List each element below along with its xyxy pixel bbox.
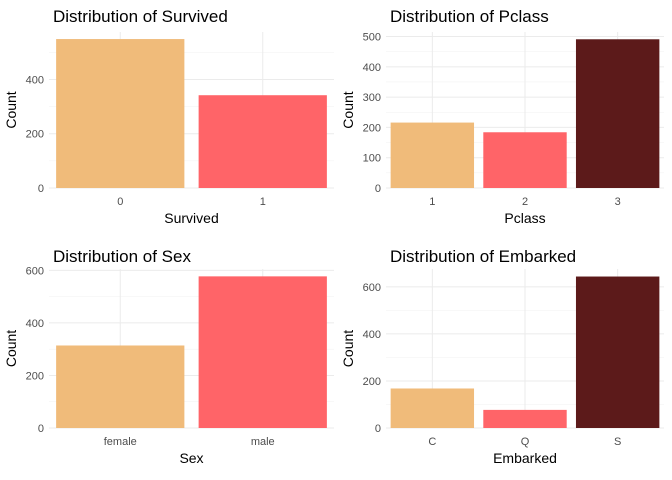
y-tick-label: 400 <box>363 62 381 74</box>
y-tick-label: 600 <box>363 282 381 294</box>
y-tick-label: 0 <box>38 423 44 435</box>
y-tick-label: 200 <box>26 129 44 141</box>
x-tick-label: S <box>614 436 621 448</box>
bar-2 <box>483 132 567 188</box>
bar-C <box>390 388 475 428</box>
y-axis-title: Count <box>340 91 356 128</box>
x-tick-label: male <box>251 436 275 448</box>
y-tick-label: 500 <box>363 32 381 44</box>
chart-title: Distribution of Embarked <box>390 247 576 266</box>
chart-panel-3: 0 200 400 600 female male Distribution of Sex S… <box>3 247 334 466</box>
x-tick-label: 2 <box>522 196 528 208</box>
chart-panel-2: 0 100 200 300 400 500 1 2 3 Distribution of Pclas… <box>340 7 664 226</box>
y-tick-label: 200 <box>363 376 381 388</box>
chart-title: Distribution of Pclass <box>390 7 549 26</box>
y-tick-label: 400 <box>26 74 44 86</box>
x-axis-title: Embarked <box>493 450 557 466</box>
chart-title: Distribution of Sex <box>53 247 191 266</box>
x-tick-label: 1 <box>260 196 266 208</box>
bar-0 <box>56 39 185 189</box>
y-tick-label: 0 <box>375 423 381 435</box>
chart-panel-4: 0 200 400 600 C Q S Distribution of Embarked Emb… <box>340 247 664 466</box>
y-tick-label: 200 <box>363 122 381 134</box>
bar-1 <box>198 95 327 188</box>
y-axis-title: Count <box>340 330 356 367</box>
x-axis-title: Sex <box>179 450 203 466</box>
bar-Q <box>483 409 567 428</box>
chart-panel-1: 0 200 400 0 1 Distribution of Survived Survive… <box>3 7 334 226</box>
x-tick-label: 0 <box>117 196 123 208</box>
y-tick-label: 200 <box>26 370 44 382</box>
bar-1 <box>390 122 475 188</box>
y-axis-title: Count <box>3 91 19 128</box>
bar-S <box>575 276 660 428</box>
y-tick-label: 100 <box>363 153 381 165</box>
bar-female <box>56 345 185 428</box>
chart-title: Distribution of Survived <box>53 7 228 26</box>
x-tick-label: Q <box>521 436 530 448</box>
y-tick-label: 400 <box>363 329 381 341</box>
y-axis-title: Count <box>3 330 19 367</box>
x-tick-label: female <box>104 436 137 448</box>
x-axis-title: Survived <box>164 210 218 226</box>
x-tick-label: 3 <box>615 196 621 208</box>
y-tick-label: 0 <box>375 183 381 195</box>
x-tick-label: C <box>428 436 436 448</box>
y-tick-label: 0 <box>38 183 44 195</box>
x-axis-title: Pclass <box>504 210 545 226</box>
y-tick-label: 300 <box>363 92 381 104</box>
bar-male <box>198 276 327 428</box>
bar-3 <box>575 39 660 189</box>
y-tick-label: 400 <box>26 318 44 330</box>
y-tick-label: 600 <box>26 265 44 277</box>
x-tick-label: 1 <box>429 196 435 208</box>
